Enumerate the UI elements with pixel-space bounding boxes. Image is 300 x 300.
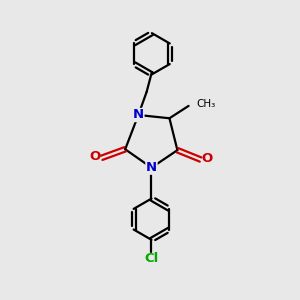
Text: O: O <box>90 150 101 163</box>
Text: CH₃: CH₃ <box>197 99 216 110</box>
Text: N: N <box>133 109 144 122</box>
Text: O: O <box>202 152 213 165</box>
Text: N: N <box>146 161 157 174</box>
Text: Cl: Cl <box>144 252 159 265</box>
